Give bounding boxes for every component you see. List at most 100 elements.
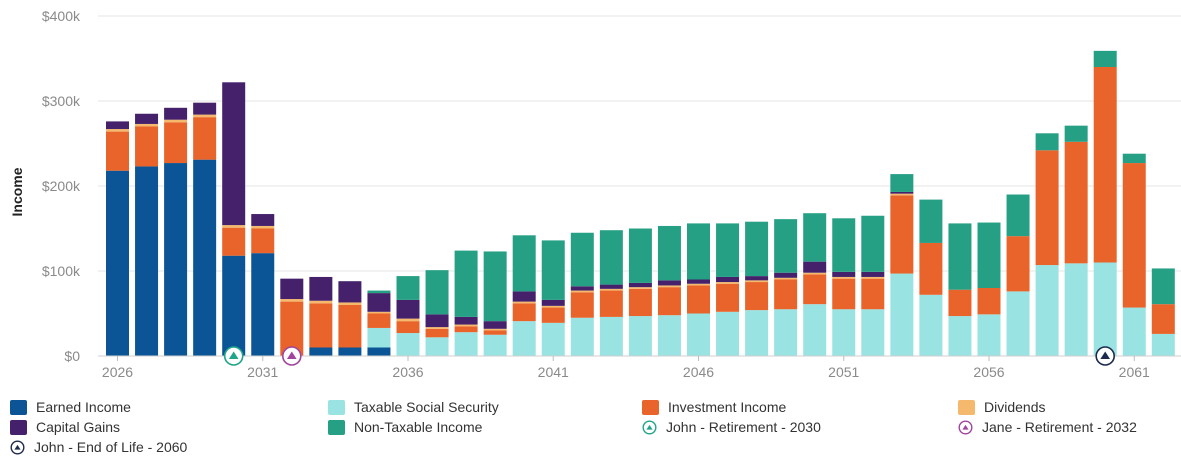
bar-segment-earned-income[interactable] bbox=[193, 159, 217, 356]
bar-segment-taxable-social-security[interactable] bbox=[890, 273, 914, 356]
bar-segment-non-taxable-income[interactable] bbox=[687, 223, 710, 280]
bar-segment-dividends[interactable] bbox=[135, 123, 159, 127]
bar-segment-capital-gains[interactable] bbox=[483, 321, 507, 329]
bar-segment-capital-gains[interactable] bbox=[367, 293, 391, 312]
bar-segment-taxable-social-security[interactable] bbox=[1006, 291, 1030, 356]
bar-segment-investment-income[interactable] bbox=[948, 289, 972, 317]
bar-segment-non-taxable-income[interactable] bbox=[774, 219, 798, 273]
bar-segment-non-taxable-income[interactable] bbox=[948, 223, 972, 290]
bar-segment-capital-gains[interactable] bbox=[454, 316, 478, 325]
event-marker-2032[interactable] bbox=[281, 346, 302, 366]
bar-segment-investment-income[interactable] bbox=[309, 303, 333, 348]
bar-segment-investment-income[interactable] bbox=[1151, 304, 1175, 334]
bar-segment-investment-income[interactable] bbox=[483, 330, 507, 335]
bar-segment-capital-gains[interactable] bbox=[745, 276, 769, 281]
bar-stack-2057[interactable] bbox=[1006, 194, 1030, 357]
legend-item-non-taxable-income[interactable]: Non-Taxable Income bbox=[328, 417, 482, 437]
bar-segment-taxable-social-security[interactable] bbox=[1093, 262, 1117, 357]
bar-segment-non-taxable-income[interactable] bbox=[1064, 125, 1088, 142]
bar-stack-2053[interactable] bbox=[890, 174, 914, 356]
bar-segment-capital-gains[interactable] bbox=[164, 107, 188, 120]
bar-segment-dividends[interactable] bbox=[832, 276, 856, 279]
bar-segment-capital-gains[interactable] bbox=[251, 214, 275, 226]
bar-segment-dividends[interactable] bbox=[687, 283, 710, 286]
bar-segment-non-taxable-income[interactable] bbox=[919, 199, 943, 243]
bar-segment-dividends[interactable] bbox=[861, 276, 885, 279]
bar-stack-2032[interactable] bbox=[280, 278, 304, 356]
bar-stack-2037[interactable] bbox=[425, 270, 449, 356]
bar-stack-2055[interactable] bbox=[948, 223, 972, 356]
bar-segment-dividends[interactable] bbox=[396, 318, 420, 322]
bar-stack-2047[interactable] bbox=[716, 223, 740, 356]
bar-segment-dividends[interactable] bbox=[716, 282, 740, 284]
bar-segment-non-taxable-income[interactable] bbox=[628, 228, 652, 283]
bar-segment-investment-income[interactable] bbox=[193, 117, 217, 160]
bar-segment-investment-income[interactable] bbox=[977, 288, 1001, 315]
bar-segment-dividends[interactable] bbox=[512, 301, 536, 304]
legend-item-capital-gains[interactable]: Capital Gains bbox=[10, 417, 120, 437]
bar-segment-investment-income[interactable] bbox=[628, 288, 652, 317]
bar-stack-2041[interactable] bbox=[541, 240, 565, 356]
bar-segment-capital-gains[interactable] bbox=[280, 278, 304, 300]
bar-segment-investment-income[interactable] bbox=[687, 285, 710, 314]
bar-segment-non-taxable-income[interactable] bbox=[1006, 194, 1030, 237]
bar-segment-capital-gains[interactable] bbox=[309, 276, 333, 301]
bar-stack-2036[interactable] bbox=[396, 276, 420, 356]
bar-stack-2046[interactable] bbox=[687, 223, 710, 356]
bar-segment-dividends[interactable] bbox=[338, 302, 362, 305]
bar-segment-investment-income[interactable] bbox=[657, 287, 681, 316]
bar-segment-taxable-social-security[interactable] bbox=[541, 322, 565, 356]
bar-segment-capital-gains[interactable] bbox=[657, 280, 681, 286]
bar-segment-capital-gains[interactable] bbox=[222, 82, 246, 226]
bar-segment-taxable-social-security[interactable] bbox=[657, 315, 681, 356]
bar-segment-investment-income[interactable] bbox=[1122, 163, 1146, 308]
bar-segment-investment-income[interactable] bbox=[164, 122, 188, 164]
legend-item-taxable-social-security[interactable]: Taxable Social Security bbox=[328, 397, 499, 417]
legend-item-jane-retirement[interactable]: Jane - Retirement - 2032 bbox=[958, 417, 1137, 437]
bar-segment-taxable-social-security[interactable] bbox=[454, 332, 478, 356]
bar-segment-taxable-social-security[interactable] bbox=[977, 314, 1001, 356]
bar-segment-earned-income[interactable] bbox=[367, 347, 391, 357]
bar-segment-capital-gains[interactable] bbox=[832, 271, 856, 277]
bar-segment-capital-gains[interactable] bbox=[628, 282, 652, 288]
bar-segment-investment-income[interactable] bbox=[425, 328, 449, 338]
bar-segment-capital-gains[interactable] bbox=[396, 299, 420, 319]
bar-stack-2059[interactable] bbox=[1064, 125, 1088, 356]
bar-segment-investment-income[interactable] bbox=[1035, 150, 1059, 266]
bar-segment-capital-gains[interactable] bbox=[803, 261, 827, 273]
bar-stack-2060[interactable] bbox=[1093, 50, 1117, 357]
event-marker-2030[interactable] bbox=[223, 346, 244, 366]
bar-segment-non-taxable-income[interactable] bbox=[977, 222, 1001, 288]
bar-segment-dividends[interactable] bbox=[774, 277, 798, 280]
bar-stack-2058[interactable] bbox=[1035, 133, 1059, 356]
bar-segment-investment-income[interactable] bbox=[919, 242, 943, 295]
bar-segment-capital-gains[interactable] bbox=[890, 191, 914, 194]
bar-segment-dividends[interactable] bbox=[367, 311, 391, 314]
bar-segment-earned-income[interactable] bbox=[135, 166, 159, 356]
bar-segment-dividends[interactable] bbox=[803, 272, 827, 275]
bar-segment-taxable-social-security[interactable] bbox=[1122, 307, 1146, 356]
bar-stack-2040[interactable] bbox=[512, 235, 536, 356]
event-marker-2060[interactable] bbox=[1095, 346, 1115, 366]
bar-segment-taxable-social-security[interactable] bbox=[570, 317, 594, 356]
bar-segment-investment-income[interactable] bbox=[396, 321, 420, 334]
bar-segment-taxable-social-security[interactable] bbox=[919, 294, 943, 356]
bar-segment-investment-income[interactable] bbox=[135, 126, 159, 167]
bar-segment-earned-income[interactable] bbox=[222, 255, 246, 356]
bar-segment-taxable-social-security[interactable] bbox=[483, 334, 507, 356]
bar-segment-investment-income[interactable] bbox=[1093, 67, 1117, 263]
bar-stack-2038[interactable] bbox=[454, 250, 478, 356]
bar-segment-dividends[interactable] bbox=[193, 114, 217, 118]
bar-segment-capital-gains[interactable] bbox=[338, 281, 362, 303]
bar-segment-non-taxable-income[interactable] bbox=[832, 218, 856, 272]
bar-segment-non-taxable-income[interactable] bbox=[861, 215, 885, 272]
bar-segment-earned-income[interactable] bbox=[164, 163, 188, 356]
bar-stack-2061[interactable] bbox=[1122, 153, 1146, 356]
bar-segment-capital-gains[interactable] bbox=[599, 284, 623, 289]
bar-stack-2050[interactable] bbox=[803, 213, 827, 356]
bar-segment-investment-income[interactable] bbox=[1006, 236, 1030, 292]
bar-segment-dividends[interactable] bbox=[483, 328, 507, 331]
bar-segment-taxable-social-security[interactable] bbox=[774, 309, 798, 356]
bar-segment-taxable-social-security[interactable] bbox=[803, 304, 827, 356]
bar-stack-2031[interactable] bbox=[251, 214, 275, 356]
